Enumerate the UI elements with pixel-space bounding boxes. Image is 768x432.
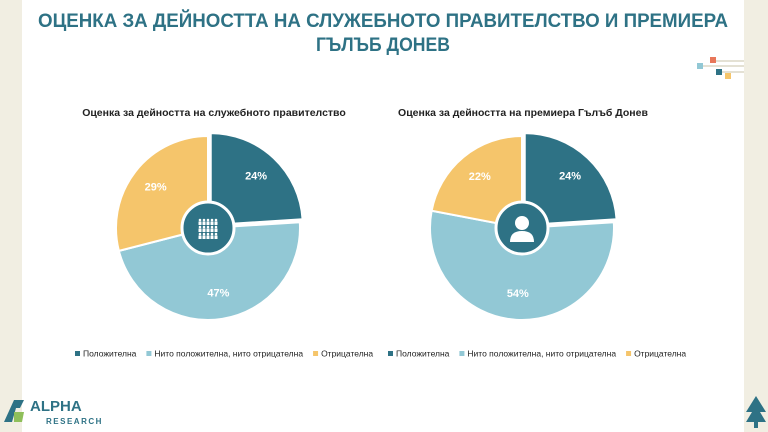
legend-label: Отрицателна [321,348,373,358]
icon-part [206,235,210,239]
icon-part [214,228,218,232]
icon-part [198,218,202,222]
icon-part [206,228,210,232]
icon-part [214,235,218,239]
icon-part [515,216,529,230]
icon-part [206,218,210,222]
icon-part [206,221,210,225]
pie-slice [117,221,301,321]
legend-marker [75,351,80,356]
data-label: 54% [507,288,529,300]
logo-text: ALPHA [30,398,82,415]
icon-part [206,232,210,236]
tree-icon [746,396,766,428]
icon-part [198,228,202,232]
pie-slice [430,134,523,230]
legend-marker [313,351,319,356]
icon-part [210,218,214,222]
icon-part [202,235,206,239]
data-label: 29% [145,181,167,193]
icon-part [206,225,210,229]
slide-title: ОЦЕНКА ЗА ДЕЙНОСТТА НА СЛУЖЕБНОТО ПРАВИТ… [38,10,728,32]
logo-subtext: RESEARCH [46,417,103,426]
icon-part [210,232,214,236]
data-label: 47% [207,287,229,299]
icon-part [202,218,206,222]
legend-label: Нито положителна, нито отрицателна [154,348,303,358]
icon-part [198,235,202,239]
legend-label: Отрицателна [634,348,686,358]
icon-part [210,221,214,225]
pie-slice [429,209,615,321]
icon-part [202,228,206,232]
icon-part [214,221,218,225]
legend-marker [388,351,393,356]
icon-part [202,232,206,236]
icon-part [210,228,214,232]
icon-part [214,232,218,236]
data-label: 24% [245,171,267,183]
icon-part [214,218,218,222]
decoration [697,57,744,79]
legend-marker [626,351,632,356]
icon-part [198,225,202,229]
icon-part [210,225,214,229]
icon-part [202,225,206,229]
legend-label: Положителна [396,348,450,358]
data-label: 24% [559,171,581,183]
legend-marker [459,351,465,356]
pie-slice [209,132,304,227]
legend-label: Нито положителна, нито отрицателна [467,348,616,358]
logo: ALPHA RESEARCH [4,398,103,426]
icon-part [210,235,214,239]
center-icon [198,218,218,239]
center-icon [510,216,534,242]
data-label: 22% [469,171,491,183]
chart-title: Оценка за дейността на премиера Гълъб До… [398,107,648,119]
slide-title: ГЪЛЪБ ДОНЕВ [316,35,450,56]
icon-part [198,221,202,225]
icon-part [202,221,206,225]
pie-slice [523,132,618,227]
legend-label: Положителна [83,348,137,358]
icon-part [214,225,218,229]
legend-marker [146,351,152,356]
icon-part [510,231,534,242]
chart-title: Оценка за дейността на служебното правит… [82,107,346,119]
icon-part [198,232,202,236]
